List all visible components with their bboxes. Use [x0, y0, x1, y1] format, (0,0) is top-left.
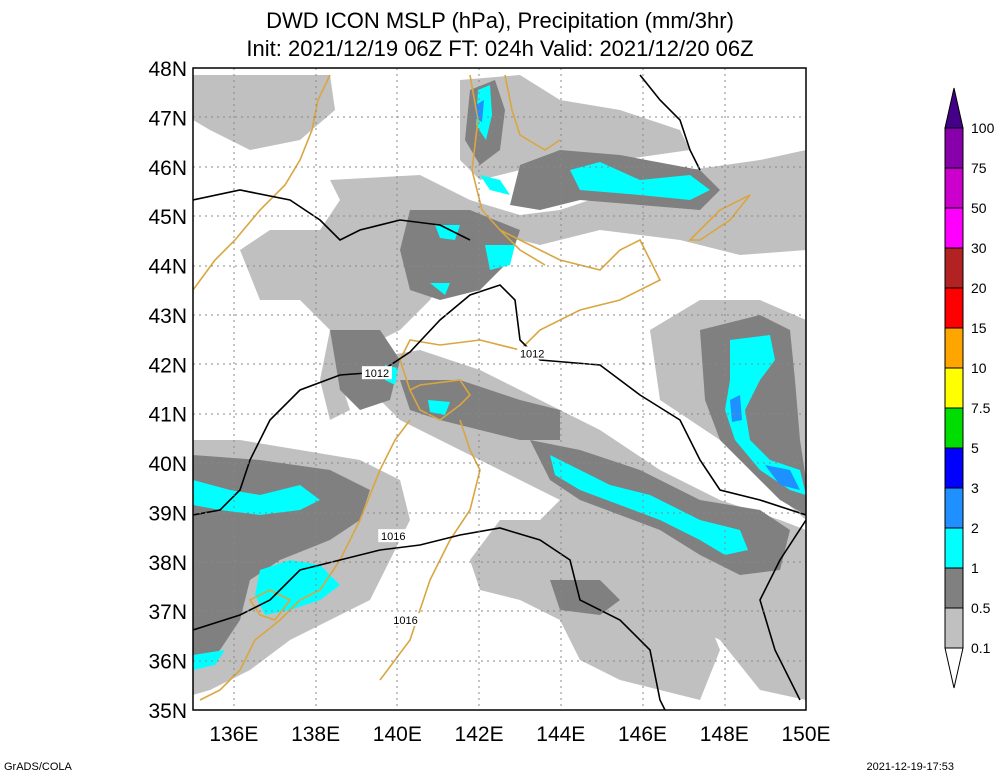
colorbar-segment [944, 87, 964, 129]
colorbar-segment [944, 167, 964, 209]
lon-tick-label: 140E [373, 723, 422, 746]
lat-tick-label: 47N [148, 107, 187, 130]
colorbar-label: 0.1 [971, 640, 991, 656]
chart-subtitle: Init: 2021/12/19 06Z FT: 024h Valid: 202… [246, 36, 754, 61]
lat-tick-label: 37N [148, 601, 187, 624]
isobar-label-bg [378, 529, 409, 543]
chart-title: DWD ICON MSLP (hPa), Precipitation (mm/3… [266, 8, 734, 33]
lat-tick-label: 43N [148, 305, 187, 328]
colorbar-segment [944, 487, 964, 529]
lat-lon-grid [193, 68, 806, 710]
colorbar-segment [944, 527, 964, 569]
lon-tick-label: 148E [700, 723, 749, 746]
colorbar-segment [944, 127, 964, 169]
colorbar-label: 5 [971, 440, 979, 456]
isobar-label: 1016 [393, 615, 417, 627]
colorbar-label: 50 [971, 200, 987, 216]
footer-credit: GrADS/COLA [4, 761, 72, 773]
isobar-labels: 1012 1012 1016 1016 [361, 346, 548, 627]
lon-tick-label: 136E [209, 723, 258, 746]
isobar-label: 1012 [520, 348, 544, 360]
lat-tick-label: 38N [148, 552, 187, 575]
lon-tick-label: 138E [291, 723, 340, 746]
precip-heavy-areas [193, 85, 806, 670]
lat-tick-label: 45N [148, 206, 187, 229]
isobar-label-bg [390, 613, 421, 627]
footer-timestamp: 2021-12-19-17:53 [866, 761, 954, 773]
colorbar-label: 7.5 [971, 400, 991, 416]
lon-tick-label: 146E [618, 723, 667, 746]
colorbar-label: 3 [971, 480, 979, 496]
plot-frame [192, 67, 807, 711]
lat-tick-label: 48N [148, 58, 187, 81]
colorbar-label: 100 [971, 120, 995, 136]
colorbar-segment [944, 407, 964, 449]
colorbar-label: 10 [971, 360, 987, 376]
lat-tick-label: 35N [148, 700, 187, 723]
isobar-label: 1016 [381, 531, 405, 543]
colorbar-label: 75 [971, 160, 987, 176]
lon-tick-label: 142E [455, 723, 504, 746]
colorbar-label: 2 [971, 520, 979, 536]
colorbar-label: 30 [971, 240, 987, 256]
isobar-label-bg [361, 366, 392, 380]
map-plot-area: 1012 1012 1016 1016 [193, 68, 806, 710]
lon-tick-label: 150E [781, 723, 830, 746]
lat-tick-label: 40N [148, 453, 187, 476]
colorbar-segment [944, 207, 964, 249]
colorbar-segment [944, 367, 964, 409]
colorbar-label: 1 [971, 560, 979, 576]
lat-tick-label: 46N [148, 157, 187, 180]
colorbar-segment [944, 287, 964, 329]
lat-tick-label: 44N [148, 256, 187, 279]
lon-tick-label: 144E [536, 723, 585, 746]
colorbar-segment [944, 327, 964, 369]
colorbar: 0.1 0.5 1 2 3 5 7.5 10 15 20 30 50 75 100 [944, 87, 995, 689]
isobar-label-bg [517, 346, 548, 360]
colorbar-segment [944, 647, 964, 689]
latitude-ticks: 35N 36N 37N 38N 39N 40N 41N 42N 43N 44N 45N 46N 47N 4… [148, 58, 187, 723]
lat-tick-label: 42N [148, 354, 187, 377]
colorbar-segment [944, 607, 964, 649]
colorbar-segment [944, 447, 964, 489]
colorbar-label: 15 [971, 320, 987, 336]
colorbar-label: 20 [971, 280, 987, 296]
longitude-ticks: 136E 138E 140E 142E 144E 146E 148E 150E [209, 723, 830, 746]
lat-tick-label: 36N [148, 651, 187, 674]
lat-tick-label: 41N [148, 404, 187, 427]
colorbar-label: 0.5 [971, 600, 991, 616]
colorbar-segment [944, 567, 964, 609]
colorbar-segment [944, 247, 964, 289]
lat-tick-label: 39N [148, 502, 187, 525]
isobar-label: 1012 [365, 368, 389, 380]
isobars [193, 74, 806, 710]
